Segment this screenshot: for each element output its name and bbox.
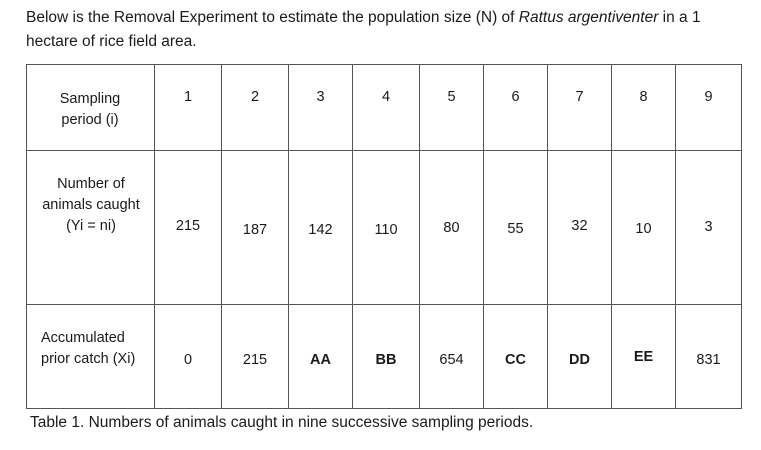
period-cell: 6 [483, 64, 548, 151]
period-cell: 9 [675, 64, 742, 151]
caught-value: 3 [704, 219, 713, 235]
removal-table: Sampling period (i) 1 2 3 4 5 6 7 8 9 Nu… [26, 64, 742, 409]
accumulated-value: 0 [183, 352, 193, 368]
species-name: Rattus argentiventer [518, 9, 659, 26]
caught-cell: 32 [547, 150, 612, 305]
period-cell: 1 [154, 64, 222, 151]
caught-cell: 142 [288, 150, 353, 305]
period-value: 8 [639, 89, 648, 105]
accumulated-cell: 831 [675, 304, 742, 409]
caught-value: 110 [374, 222, 398, 238]
caught-cell: 215 [154, 150, 222, 305]
caught-cell: 80 [419, 150, 484, 305]
accumulated-catch-row: Accumulated prior catch (Xi) 0 215 AA BB… [26, 304, 742, 409]
caught-cell: 10 [611, 150, 676, 305]
caught-cell: 110 [352, 150, 420, 305]
table-caption: Table 1. Numbers of animals caught in ni… [30, 414, 534, 431]
period-value: 1 [183, 89, 193, 105]
accumulated-cell: 215 [221, 304, 289, 409]
caught-value: 10 [635, 221, 652, 237]
period-value: 6 [511, 89, 520, 105]
accumulated-value: BB [375, 352, 397, 368]
accumulated-value: EE [633, 349, 654, 365]
caught-cell: 3 [675, 150, 742, 305]
caught-cell: 55 [483, 150, 548, 305]
accumulated-cell: EE [611, 304, 676, 409]
accumulated-value: 831 [696, 352, 721, 368]
caught-value: 215 [175, 218, 201, 234]
sampling-period-label-cell: Sampling period (i) [26, 64, 155, 151]
caught-value: 187 [242, 222, 268, 238]
caught-value: 32 [571, 218, 588, 234]
sampling-period-row: Sampling period (i) 1 2 3 4 5 6 7 8 9 [26, 64, 742, 151]
caught-value: 55 [507, 221, 524, 237]
period-cell: 7 [547, 64, 612, 151]
period-value: 7 [575, 89, 584, 105]
period-cell: 2 [221, 64, 289, 151]
accumulated-label-cell: Accumulated prior catch (Xi) [26, 304, 155, 409]
caught-value: 142 [308, 222, 333, 238]
accumulated-value: 215 [242, 352, 268, 368]
sampling-period-label: Sampling period (i) [59, 91, 121, 128]
period-value: 5 [447, 89, 456, 105]
period-cell: 3 [288, 64, 353, 151]
period-value: 9 [704, 89, 713, 105]
accumulated-cell: 654 [419, 304, 484, 409]
period-value: 4 [381, 89, 391, 105]
accumulated-cell: 0 [154, 304, 222, 409]
animals-caught-row: Number of animals caught (Yi = ni) 215 1… [26, 150, 742, 305]
animals-caught-label: Number of animals caught (Yi = ni) [42, 176, 140, 234]
accumulated-cell: AA [288, 304, 353, 409]
period-cell: 8 [611, 64, 676, 151]
caught-value: 80 [443, 220, 460, 236]
accumulated-cell: BB [352, 304, 420, 409]
accumulated-value: DD [569, 352, 590, 368]
accumulated-label: Accumulated prior catch (Xi) [41, 330, 136, 367]
accumulated-value: CC [505, 352, 526, 368]
accumulated-value: 654 [439, 352, 464, 368]
period-value: 2 [250, 89, 260, 105]
accumulated-cell: DD [547, 304, 612, 409]
accumulated-cell: CC [483, 304, 548, 409]
period-cell: 5 [419, 64, 484, 151]
caught-cell: 187 [221, 150, 289, 305]
animals-caught-label-cell: Number of animals caught (Yi = ni) [26, 150, 155, 305]
intro-text: Below is the Removal Experiment to estim… [26, 9, 701, 50]
accumulated-value: AA [310, 352, 331, 368]
period-cell: 4 [352, 64, 420, 151]
period-value: 3 [316, 89, 325, 105]
